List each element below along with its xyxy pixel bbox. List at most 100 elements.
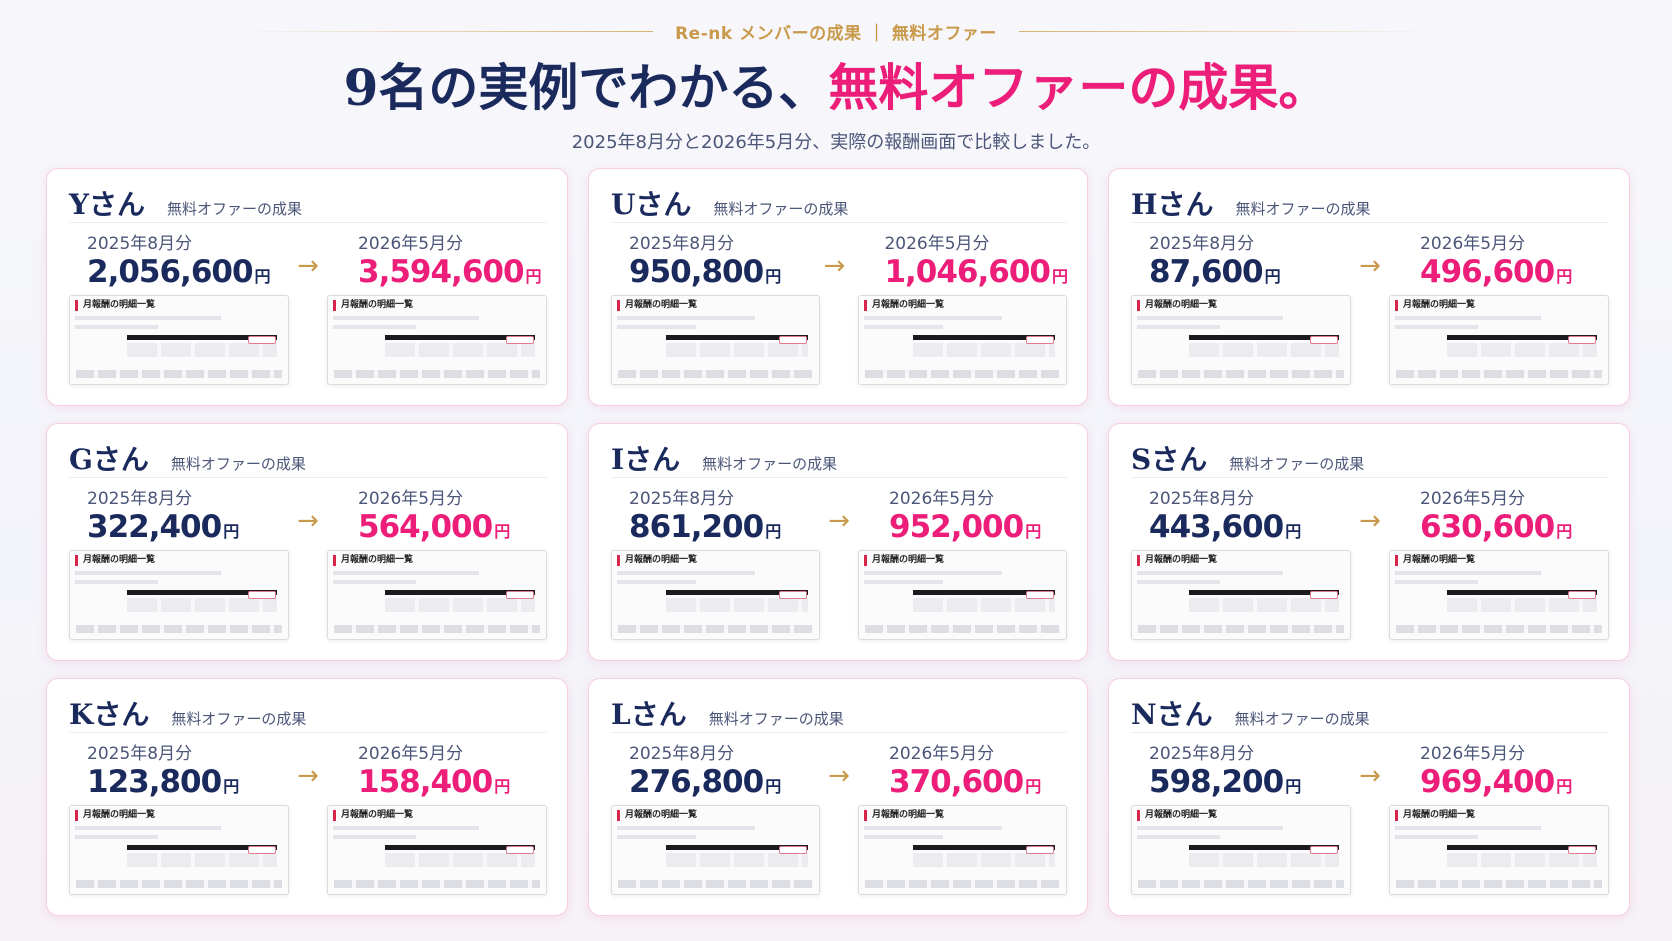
- card-header: Sさん 無料オファーの成果: [1131, 438, 1609, 478]
- screenshot-footer: [618, 880, 813, 888]
- comparison-values: 2025年8月分 598,200 円 → 2026年5月分 969,400 円: [1131, 733, 1609, 805]
- screenshot-button: [1568, 591, 1596, 599]
- screenshot-table-body: [1447, 343, 1597, 357]
- screenshot-footer: [1138, 880, 1344, 888]
- before-amount-unit: 円: [223, 777, 239, 796]
- card-tag: 無料オファーの成果: [1235, 200, 1371, 218]
- member-name: Kさん: [69, 698, 150, 731]
- after-amount-value: 496,600: [1420, 254, 1555, 290]
- before-amount: 598,200 円: [1149, 764, 1348, 805]
- card-tag: 無料オファーの成果: [170, 455, 306, 473]
- card-tag: 無料オファーの成果: [167, 200, 303, 218]
- screenshot-pair: 月報酬の明細一覧 月報酬の明細一覧: [611, 295, 1067, 385]
- after-amount-unit: 円: [525, 267, 542, 286]
- screenshot-title: 月報酬の明細一覧: [1395, 300, 1603, 311]
- screenshot-title: 月報酬の明細一覧: [75, 555, 283, 566]
- card-header: Kさん 無料オファーの成果: [69, 693, 547, 733]
- result-card: Kさん 無料オファーの成果 2025年8月分 123,800 円 → 2026年5…: [46, 678, 568, 916]
- screenshot-footer: [1138, 370, 1344, 378]
- screenshot-filter-row: [617, 835, 696, 839]
- after-amount-value: 3,594,600: [358, 254, 525, 290]
- after-amount: 3,594,600 円: [358, 254, 547, 295]
- result-card: Hさん 無料オファーの成果 2025年8月分 87,600 円 → 2026年5月…: [1108, 168, 1630, 406]
- screenshot-table-body: [1189, 343, 1339, 357]
- screenshot-title: 月報酬の明細一覧: [333, 810, 541, 821]
- screenshot-footer: [618, 625, 813, 633]
- results-grid: Yさん 無料オファーの成果 2025年8月分 2,056,600 円 → 2026…: [46, 168, 1630, 916]
- after-amount: 952,000 円: [889, 509, 1067, 550]
- screenshot-button: [779, 336, 807, 344]
- screenshot-table-body: [127, 598, 277, 612]
- card-header: Gさん 無料オファーの成果: [69, 438, 547, 478]
- page-title: 9名の実例でわかる、無料オファーの成果。: [0, 56, 1672, 120]
- screenshot-filter-row: [333, 835, 417, 839]
- screenshot-footer: [76, 625, 282, 633]
- screenshot-table-body: [385, 343, 535, 357]
- screenshot-button: [1568, 336, 1596, 344]
- after-amount-unit: 円: [1051, 267, 1068, 286]
- screenshot-pair: 月報酬の明細一覧 月報酬の明細一覧: [69, 295, 547, 385]
- screenshot-table-header: [913, 845, 1056, 850]
- after-amount-value: 158,400: [358, 764, 493, 800]
- screenshot-button: [1310, 591, 1338, 599]
- screenshot-button: [1026, 846, 1054, 854]
- card-tag: 無料オファーの成果: [708, 710, 844, 728]
- card-tag: 無料オファーの成果: [702, 455, 838, 473]
- screenshot-filter-row: [617, 826, 755, 830]
- card-header: Iさん 無料オファーの成果: [611, 438, 1067, 478]
- card-header: Lさん 無料オファーの成果: [611, 693, 1067, 733]
- before-amount-unit: 円: [765, 522, 781, 541]
- screenshot-footer: [1396, 880, 1602, 888]
- screenshot-table-header: [1189, 845, 1339, 850]
- screenshot-title: 月報酬の明細一覧: [75, 810, 283, 821]
- screenshot-title: 月報酬の明細一覧: [333, 300, 541, 311]
- screenshot-button: [779, 846, 807, 854]
- screenshot-filter-row: [75, 316, 221, 320]
- screenshot-title: 月報酬の明細一覧: [1395, 555, 1603, 566]
- member-name: Nさん: [1131, 698, 1213, 731]
- screenshot-filter-row: [864, 835, 943, 839]
- screenshot-button: [248, 336, 276, 344]
- screenshot-table-body: [385, 598, 535, 612]
- before-screenshot: 月報酬の明細一覧: [611, 550, 820, 640]
- screenshot-button: [1026, 336, 1054, 344]
- screenshot-filter-row: [864, 571, 1002, 575]
- screenshot-button: [506, 591, 534, 599]
- result-card: Nさん 無料オファーの成果 2025年8月分 598,200 円 → 2026年5…: [1108, 678, 1630, 916]
- screenshot-footer: [334, 625, 540, 633]
- screenshot-filter-row: [864, 316, 1002, 320]
- screenshot-pair: 月報酬の明細一覧 月報酬の明細一覧: [1131, 805, 1609, 895]
- after-block: 2026年5月分 630,600 円: [1392, 478, 1609, 550]
- screenshot-table-body: [127, 853, 277, 867]
- screenshot-table-header: [666, 845, 809, 850]
- before-screenshot: 月報酬の明細一覧: [1131, 805, 1351, 895]
- card-header: Nさん 無料オファーの成果: [1131, 693, 1609, 733]
- before-block: 2025年8月分 443,600 円: [1131, 478, 1348, 550]
- screenshot-title: 月報酬の明細一覧: [1137, 810, 1345, 821]
- after-period: 2026年5月分: [1420, 489, 1526, 509]
- screenshot-filter-row: [1395, 325, 1479, 329]
- screenshot-table-body: [666, 343, 809, 357]
- screenshot-table-body: [666, 598, 809, 612]
- screenshot-filter-row: [864, 826, 1002, 830]
- screenshot-table-header: [1447, 590, 1597, 595]
- result-card: Sさん 無料オファーの成果 2025年8月分 443,600 円 → 2026年5…: [1108, 423, 1630, 661]
- screenshot-title: 月報酬の明細一覧: [864, 300, 1061, 311]
- screenshot-pair: 月報酬の明細一覧 月報酬の明細一覧: [69, 550, 547, 640]
- after-amount: 564,000 円: [358, 509, 547, 550]
- after-block: 2026年5月分 158,400 円: [330, 733, 547, 805]
- screenshot-filter-row: [1395, 826, 1541, 830]
- screenshot-table-header: [127, 845, 277, 850]
- before-amount-unit: 円: [1285, 522, 1301, 541]
- screenshot-button: [506, 336, 534, 344]
- after-period: 2026年5月分: [358, 489, 464, 509]
- after-amount: 158,400 円: [358, 764, 547, 805]
- screenshot-button: [1310, 336, 1338, 344]
- before-screenshot: 月報酬の明細一覧: [69, 805, 289, 895]
- before-amount-value: 276,800: [629, 764, 764, 800]
- before-block: 2025年8月分 950,800 円: [611, 223, 812, 295]
- before-period: 2025年8月分: [87, 489, 193, 509]
- before-amount: 276,800 円: [629, 764, 817, 805]
- after-screenshot: 月報酬の明細一覧: [1389, 550, 1609, 640]
- screenshot-table-body: [127, 343, 277, 357]
